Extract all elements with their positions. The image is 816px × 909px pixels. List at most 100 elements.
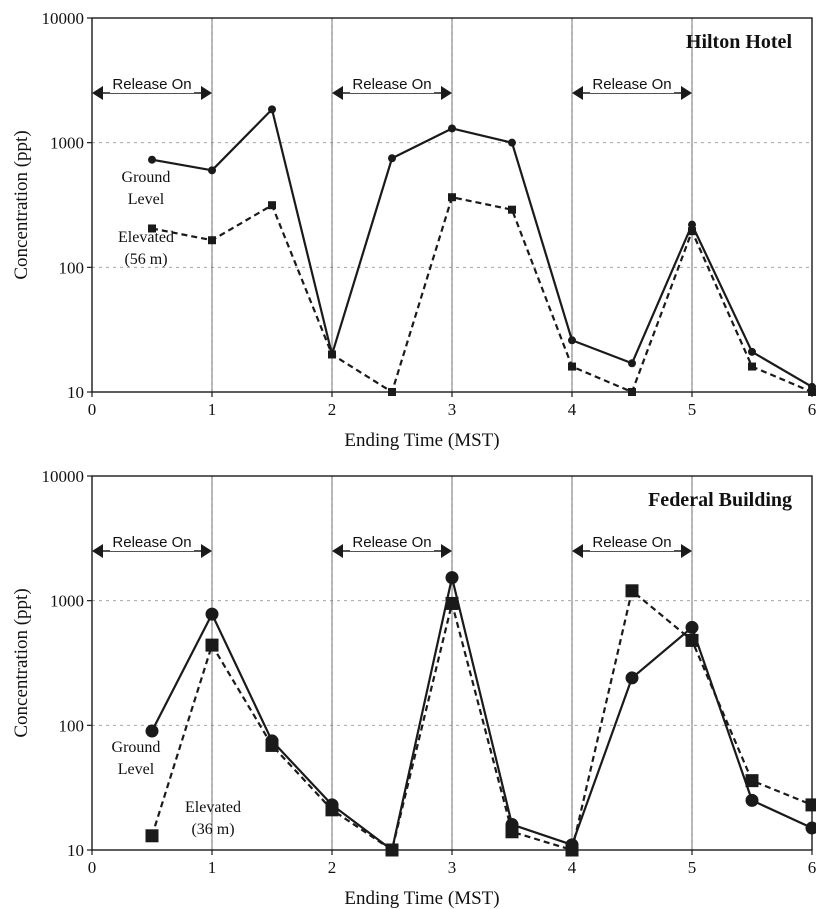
data-point-square (148, 224, 156, 233)
release-arrow-head-right (681, 544, 692, 558)
series-annotation: Elevated (185, 799, 241, 816)
data-point-circle (748, 347, 756, 356)
y-tick-label: 10 (67, 841, 84, 860)
data-point-square (688, 227, 696, 236)
x-tick-label: 3 (448, 400, 457, 419)
y-tick-label: 10000 (42, 9, 85, 28)
data-point-square (508, 205, 516, 214)
y-tick-label: 10 (67, 383, 84, 402)
x-tick-label: 2 (328, 858, 337, 877)
y-tick-label: 1000 (50, 134, 84, 153)
data-point-square (448, 193, 456, 202)
x-tick-label: 6 (808, 858, 816, 877)
release-arrow-head-right (201, 544, 212, 558)
data-point-square (625, 584, 639, 598)
series-annotation: Elevated (118, 229, 174, 246)
data-point-circle (805, 821, 816, 835)
release-label: Release On (592, 76, 671, 93)
data-point-circle (268, 105, 276, 114)
release-label-bg (350, 77, 434, 93)
x-axis-title: Ending Time (MST) (344, 430, 499, 451)
data-point-square (805, 798, 816, 812)
release-label-bg (590, 535, 674, 551)
release-label-bg (590, 77, 674, 93)
release-arrow-head-right (441, 86, 452, 100)
x-tick-label: 1 (208, 858, 217, 877)
data-point-circle (688, 220, 696, 229)
release-label: Release On (352, 76, 431, 93)
release-label: Release On (112, 76, 191, 93)
data-point-square (265, 738, 279, 752)
release-arrow-head-right (201, 86, 212, 100)
y-axis-title: Concentration (ppt) (11, 588, 32, 737)
chart-panel-1: 10 100 1000 10000 0 1 2 3 4 5 6 Ending Time (MST) Co… (11, 467, 816, 909)
x-axis-title: Ending Time (MST) (344, 888, 499, 909)
x-tick-label: 4 (568, 858, 577, 877)
y-tick-label: 100 (59, 716, 85, 735)
x-tick-label: 1 (208, 400, 217, 419)
x-tick-label: 4 (568, 400, 577, 419)
data-point-circle (145, 724, 159, 738)
chart-title: Hilton Hotel (686, 31, 793, 53)
data-point-circle (745, 793, 759, 807)
release-label-bg (110, 535, 194, 551)
data-point-circle (148, 155, 156, 164)
series-line-ground-level (151, 576, 813, 852)
release-arrow-head-right (441, 544, 452, 558)
y-tick-label: 10000 (42, 467, 85, 486)
data-point-square (445, 596, 459, 610)
release-arrow-head-left (92, 86, 103, 100)
data-point-square (628, 388, 636, 396)
release-arrow-head-left (332, 86, 343, 100)
data-point-circle (448, 124, 456, 133)
data-point-square (208, 236, 216, 245)
y-tick-label: 100 (59, 258, 85, 277)
data-point-circle (508, 138, 516, 147)
x-tick-label: 2 (328, 400, 337, 419)
release-label: Release On (592, 534, 671, 551)
data-point-square (565, 843, 579, 857)
y-tick-label: 1000 (50, 592, 84, 611)
x-tick-label: 3 (448, 858, 457, 877)
chart-title: Federal Building (648, 489, 792, 511)
data-point-circle (205, 607, 219, 621)
data-point-square (505, 825, 519, 839)
data-point-circle (388, 154, 396, 163)
x-tick-label: 0 (88, 400, 97, 419)
x-tick-label: 5 (688, 858, 697, 877)
data-point-square (808, 388, 816, 396)
series-line-elevated (150, 589, 813, 852)
series-line-ground-level (151, 108, 813, 388)
data-point-circle (445, 571, 459, 585)
series-annotation: Ground (112, 739, 161, 756)
data-point-square (748, 362, 756, 371)
release-label-bg (350, 535, 434, 551)
y-axis-title: Concentration (ppt) (11, 130, 32, 279)
data-point-circle (208, 166, 216, 175)
data-point-square (325, 803, 339, 817)
data-point-square (328, 350, 336, 359)
data-point-square (385, 843, 399, 857)
release-arrow-head-left (572, 544, 583, 558)
data-point-square (145, 829, 159, 843)
chart-panel-0: 10 100 1000 10000 0 1 2 3 4 5 6 Ending Time (MST) Co… (11, 9, 816, 451)
data-point-square (568, 362, 576, 371)
data-point-circle (685, 620, 699, 634)
release-label: Release On (112, 534, 191, 551)
series-annotation: Level (118, 761, 155, 778)
data-point-square (685, 633, 699, 647)
release-arrow-head-left (332, 544, 343, 558)
series-annotation: (56 m) (124, 251, 167, 268)
series-annotation: Level (128, 191, 165, 208)
release-arrow-head-left (572, 86, 583, 100)
data-point-circle (568, 336, 576, 345)
x-tick-label: 0 (88, 858, 97, 877)
data-point-square (205, 638, 219, 652)
data-point-circle (625, 671, 639, 685)
release-arrow-head-right (681, 86, 692, 100)
series-annotation: (36 m) (191, 821, 234, 838)
data-point-square (745, 774, 759, 788)
release-label: Release On (352, 534, 431, 551)
data-point-square (388, 388, 396, 396)
